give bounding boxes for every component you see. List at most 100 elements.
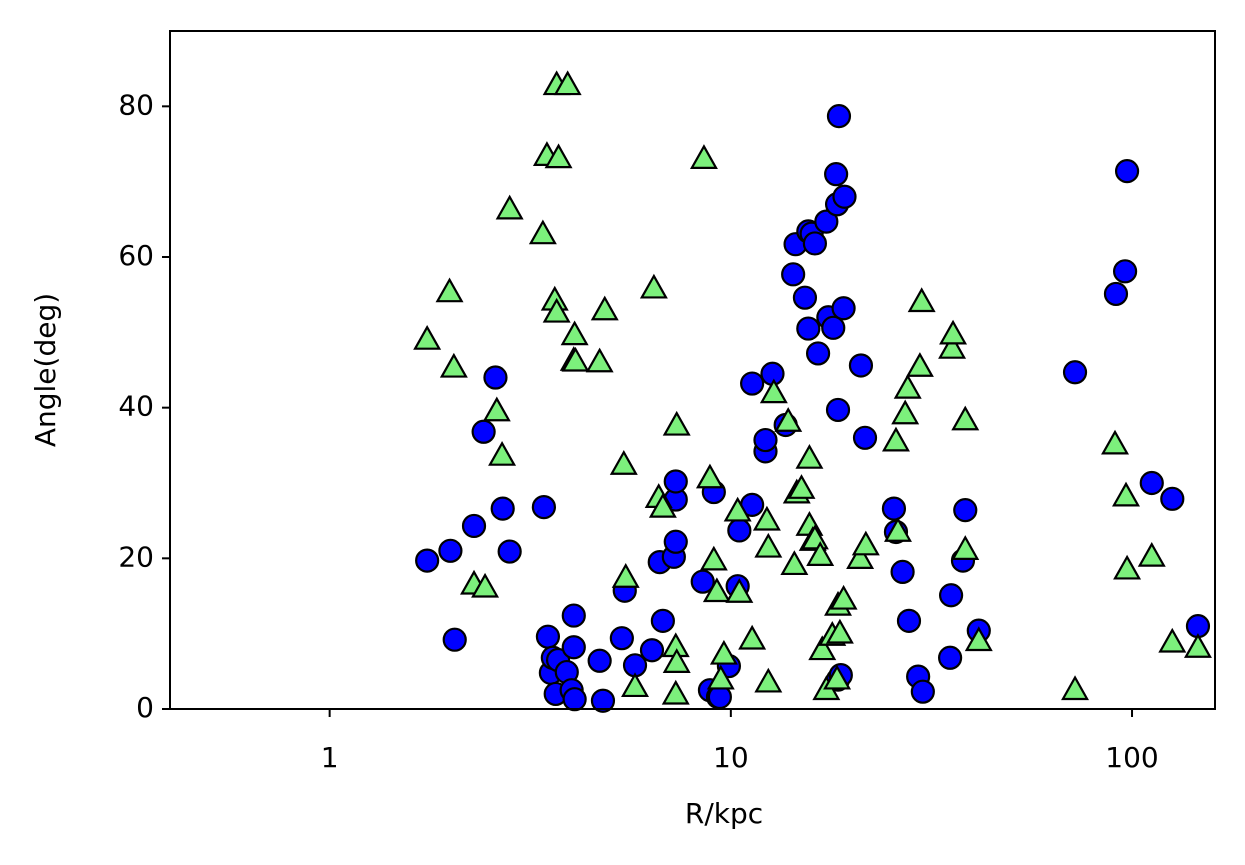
point: [528, 219, 557, 245]
point: [951, 405, 980, 431]
point: [738, 624, 767, 650]
point: [953, 498, 978, 523]
point: [753, 427, 778, 453]
point: [461, 513, 487, 539]
point: [891, 399, 920, 425]
point: [1103, 281, 1129, 307]
point: [826, 104, 852, 129]
point: [663, 469, 688, 494]
point: [490, 496, 515, 521]
point: [531, 495, 556, 520]
point: [415, 548, 440, 573]
point: [438, 538, 463, 563]
point: [802, 231, 827, 256]
point: [639, 638, 665, 663]
point: [561, 346, 590, 372]
point: [709, 639, 738, 665]
point: [639, 273, 668, 299]
point: [695, 463, 724, 489]
point: [781, 262, 806, 287]
point: [964, 626, 993, 652]
point: [846, 544, 875, 569]
point: [689, 144, 718, 169]
point: [881, 496, 907, 521]
point: [832, 184, 857, 209]
point: [852, 425, 878, 450]
point: [754, 532, 783, 558]
point: [590, 295, 619, 321]
point: [413, 324, 442, 350]
plot-frame: [169, 30, 1216, 710]
point: [590, 688, 616, 713]
point: [662, 410, 691, 436]
point: [482, 396, 511, 422]
point: [727, 518, 752, 543]
point: [706, 664, 735, 690]
point: [829, 584, 858, 610]
point: [938, 583, 964, 608]
point: [893, 373, 922, 399]
x-tick-label: 10: [713, 741, 749, 774]
point: [587, 648, 612, 673]
point: [544, 143, 573, 169]
x-tick-label: 100: [1105, 741, 1158, 774]
point: [1062, 360, 1088, 385]
point: [808, 635, 837, 661]
point: [483, 365, 508, 390]
y-tick-label: 20: [118, 540, 154, 573]
point: [442, 627, 467, 652]
point: [907, 287, 936, 313]
point: [650, 608, 675, 633]
point: [561, 603, 586, 628]
point: [910, 679, 935, 704]
point: [560, 320, 589, 346]
y-axis-label: Angle(deg): [29, 293, 62, 447]
point: [1137, 541, 1166, 567]
point: [648, 492, 677, 518]
point: [471, 419, 496, 444]
point: [690, 569, 715, 594]
point: [938, 334, 967, 359]
point: [1113, 554, 1142, 580]
point: [881, 426, 910, 452]
point: [884, 517, 912, 542]
point: [905, 352, 934, 377]
point: [851, 530, 880, 556]
point: [471, 572, 500, 598]
point: [725, 578, 754, 603]
point: [825, 618, 854, 644]
point: [824, 162, 849, 187]
point: [831, 296, 856, 321]
point: [796, 316, 821, 341]
point: [542, 297, 571, 323]
point: [795, 444, 824, 469]
point: [497, 539, 522, 564]
point: [1101, 429, 1130, 455]
point: [814, 209, 839, 234]
point: [740, 371, 765, 396]
y-tick-label: 40: [118, 390, 154, 423]
point: [723, 496, 752, 522]
point: [1112, 481, 1140, 507]
point: [621, 672, 650, 698]
point: [752, 505, 781, 531]
point: [663, 529, 688, 554]
point: [553, 70, 582, 96]
point: [806, 541, 835, 566]
point: [754, 667, 783, 693]
y-tick-label: 80: [118, 88, 154, 121]
point: [439, 352, 468, 378]
point: [890, 559, 915, 584]
point: [823, 664, 852, 690]
point: [609, 450, 638, 475]
point: [495, 194, 524, 220]
point: [609, 626, 634, 651]
point: [825, 397, 851, 423]
point: [562, 687, 587, 712]
y-tick-label: 0: [136, 691, 154, 724]
point: [702, 577, 731, 603]
point: [1160, 486, 1185, 511]
point: [938, 645, 963, 670]
